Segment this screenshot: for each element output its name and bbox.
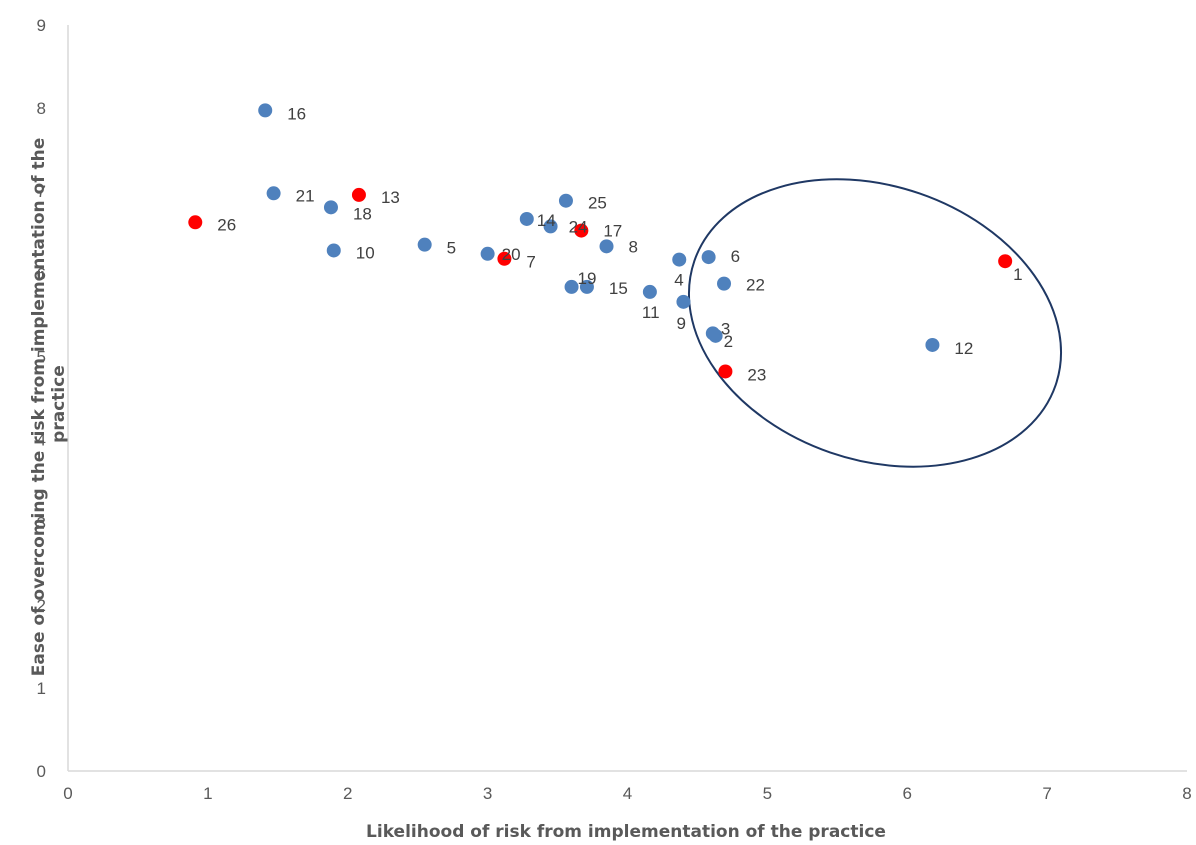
data-point-15 xyxy=(579,279,594,294)
data-points xyxy=(188,103,1013,379)
y-tick-label: 4 xyxy=(37,430,46,449)
data-label-21: 21 xyxy=(296,186,315,205)
axes xyxy=(67,25,1187,772)
y-tick-label: 9 xyxy=(37,16,46,35)
data-point-21 xyxy=(266,186,281,201)
data-point-25 xyxy=(558,193,573,208)
data-point-20 xyxy=(480,246,495,261)
data-label-5: 5 xyxy=(447,239,456,258)
x-tick-label: 0 xyxy=(63,784,72,803)
data-point-13 xyxy=(351,187,366,202)
data-point-6 xyxy=(701,250,716,265)
data-label-12: 12 xyxy=(954,339,973,358)
y-axis-title-line1: Ease of overcoming the risk from impleme… xyxy=(29,138,49,677)
data-point-3 xyxy=(705,326,720,341)
data-label-25: 25 xyxy=(588,194,607,213)
data-label-18: 18 xyxy=(353,204,372,223)
data-label-13: 13 xyxy=(381,188,400,207)
x-tick-label: 8 xyxy=(1182,784,1191,803)
data-point-19 xyxy=(564,279,579,294)
y-tick-label: 7 xyxy=(37,182,46,201)
data-label-15: 15 xyxy=(609,279,628,298)
data-label-1: 1 xyxy=(1013,265,1022,284)
data-point-11 xyxy=(642,284,657,299)
x-tick-label: 2 xyxy=(343,784,352,803)
data-point-22 xyxy=(717,276,732,291)
data-label-23: 23 xyxy=(747,365,766,384)
x-axis-title: Likelihood of risk from implementation o… xyxy=(366,822,886,842)
data-label-3: 3 xyxy=(721,319,730,338)
data-point-4 xyxy=(672,252,687,267)
data-point-10 xyxy=(326,243,341,258)
data-label-19: 19 xyxy=(578,269,597,288)
x-tick-label: 6 xyxy=(903,784,912,803)
data-point-23 xyxy=(718,364,733,379)
data-point-18 xyxy=(323,200,338,215)
highlight-ellipse xyxy=(687,178,1063,468)
data-label-6: 6 xyxy=(731,247,740,266)
data-point-12 xyxy=(925,337,940,352)
y-tick-label: 6 xyxy=(37,265,46,284)
y-tick-label: 5 xyxy=(37,348,46,367)
data-point-9 xyxy=(676,294,691,309)
data-point-1 xyxy=(998,254,1013,269)
data-label-22: 22 xyxy=(746,276,765,295)
data-label-9: 9 xyxy=(676,314,685,333)
x-tick-label: 7 xyxy=(1042,784,1051,803)
y-tick-label: 8 xyxy=(37,99,46,118)
y-tick-label: 1 xyxy=(37,679,46,698)
data-label-14: 14 xyxy=(537,211,556,230)
data-point-7 xyxy=(497,251,512,266)
data-point-8 xyxy=(599,239,614,254)
data-label-8: 8 xyxy=(629,237,638,256)
data-label-4: 4 xyxy=(674,271,683,290)
data-label-26: 26 xyxy=(217,215,236,234)
y-tick-label: 2 xyxy=(37,596,46,615)
y-axis-title-line2: practice xyxy=(49,365,69,443)
data-point-17 xyxy=(574,223,589,238)
y-axis-title: Ease of overcoming the risk from impleme… xyxy=(29,132,69,676)
data-label-16: 16 xyxy=(287,104,306,123)
data-point-14 xyxy=(519,211,534,226)
x-tick-label: 4 xyxy=(623,784,632,803)
x-tick-label: 1 xyxy=(203,784,212,803)
data-label-17: 17 xyxy=(603,222,622,241)
x-tick-label: 3 xyxy=(483,784,492,803)
data-point-16 xyxy=(258,103,273,118)
data-label-2: 2 xyxy=(724,332,733,351)
data-point-24 xyxy=(543,219,558,234)
data-label-20: 20 xyxy=(502,245,521,264)
data-label-7: 7 xyxy=(526,253,535,272)
data-label-10: 10 xyxy=(356,243,375,262)
data-label-24: 24 xyxy=(569,217,588,236)
data-label-11: 11 xyxy=(642,303,660,322)
y-tick-label: 0 xyxy=(37,762,46,781)
y-tick-label: 3 xyxy=(37,513,46,532)
data-point-5 xyxy=(417,237,432,252)
data-point-26 xyxy=(188,215,203,230)
x-tick-label: 5 xyxy=(763,784,772,803)
